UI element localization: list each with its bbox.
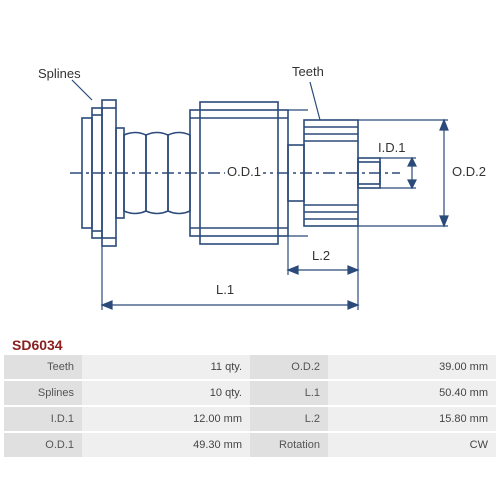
spec-key: L.1 [250, 381, 328, 405]
part-code: SD6034 [12, 337, 63, 353]
spec-key: O.D.1 [4, 433, 82, 457]
spec-key: Rotation [250, 433, 328, 457]
label-l2: L.2 [312, 248, 330, 263]
table-row: I.D.1 12.00 mm L.2 15.80 mm [4, 407, 496, 431]
label-od1: O.D.1 [225, 164, 263, 179]
spec-value: 10 qty. [82, 381, 250, 405]
label-id1: I.D.1 [378, 140, 405, 155]
spec-value: 12.00 mm [82, 407, 250, 431]
spec-key: Splines [4, 381, 82, 405]
label-od2: O.D.2 [452, 164, 486, 179]
diagram-area: Splines Teeth O.D.1 O.D.2 I.D.1 L.2 L.1 … [0, 0, 500, 355]
spec-table: Teeth 11 qty. O.D.2 39.00 mm Splines 10 … [0, 355, 500, 457]
spec-value: 50.40 mm [328, 381, 496, 405]
spec-key: L.2 [250, 407, 328, 431]
spec-key: I.D.1 [4, 407, 82, 431]
spec-key: O.D.2 [250, 355, 328, 379]
spec-value: 39.00 mm [328, 355, 496, 379]
spec-value: 15.80 mm [328, 407, 496, 431]
spec-value: 11 qty. [82, 355, 250, 379]
label-teeth: Teeth [292, 64, 324, 79]
label-l1: L.1 [216, 282, 234, 297]
label-splines: Splines [38, 66, 81, 81]
spec-value: CW [328, 433, 496, 457]
spec-key: Teeth [4, 355, 82, 379]
table-row: O.D.1 49.30 mm Rotation CW [4, 433, 496, 457]
table-row: Teeth 11 qty. O.D.2 39.00 mm [4, 355, 496, 379]
table-row: Splines 10 qty. L.1 50.40 mm [4, 381, 496, 405]
spec-value: 49.30 mm [82, 433, 250, 457]
